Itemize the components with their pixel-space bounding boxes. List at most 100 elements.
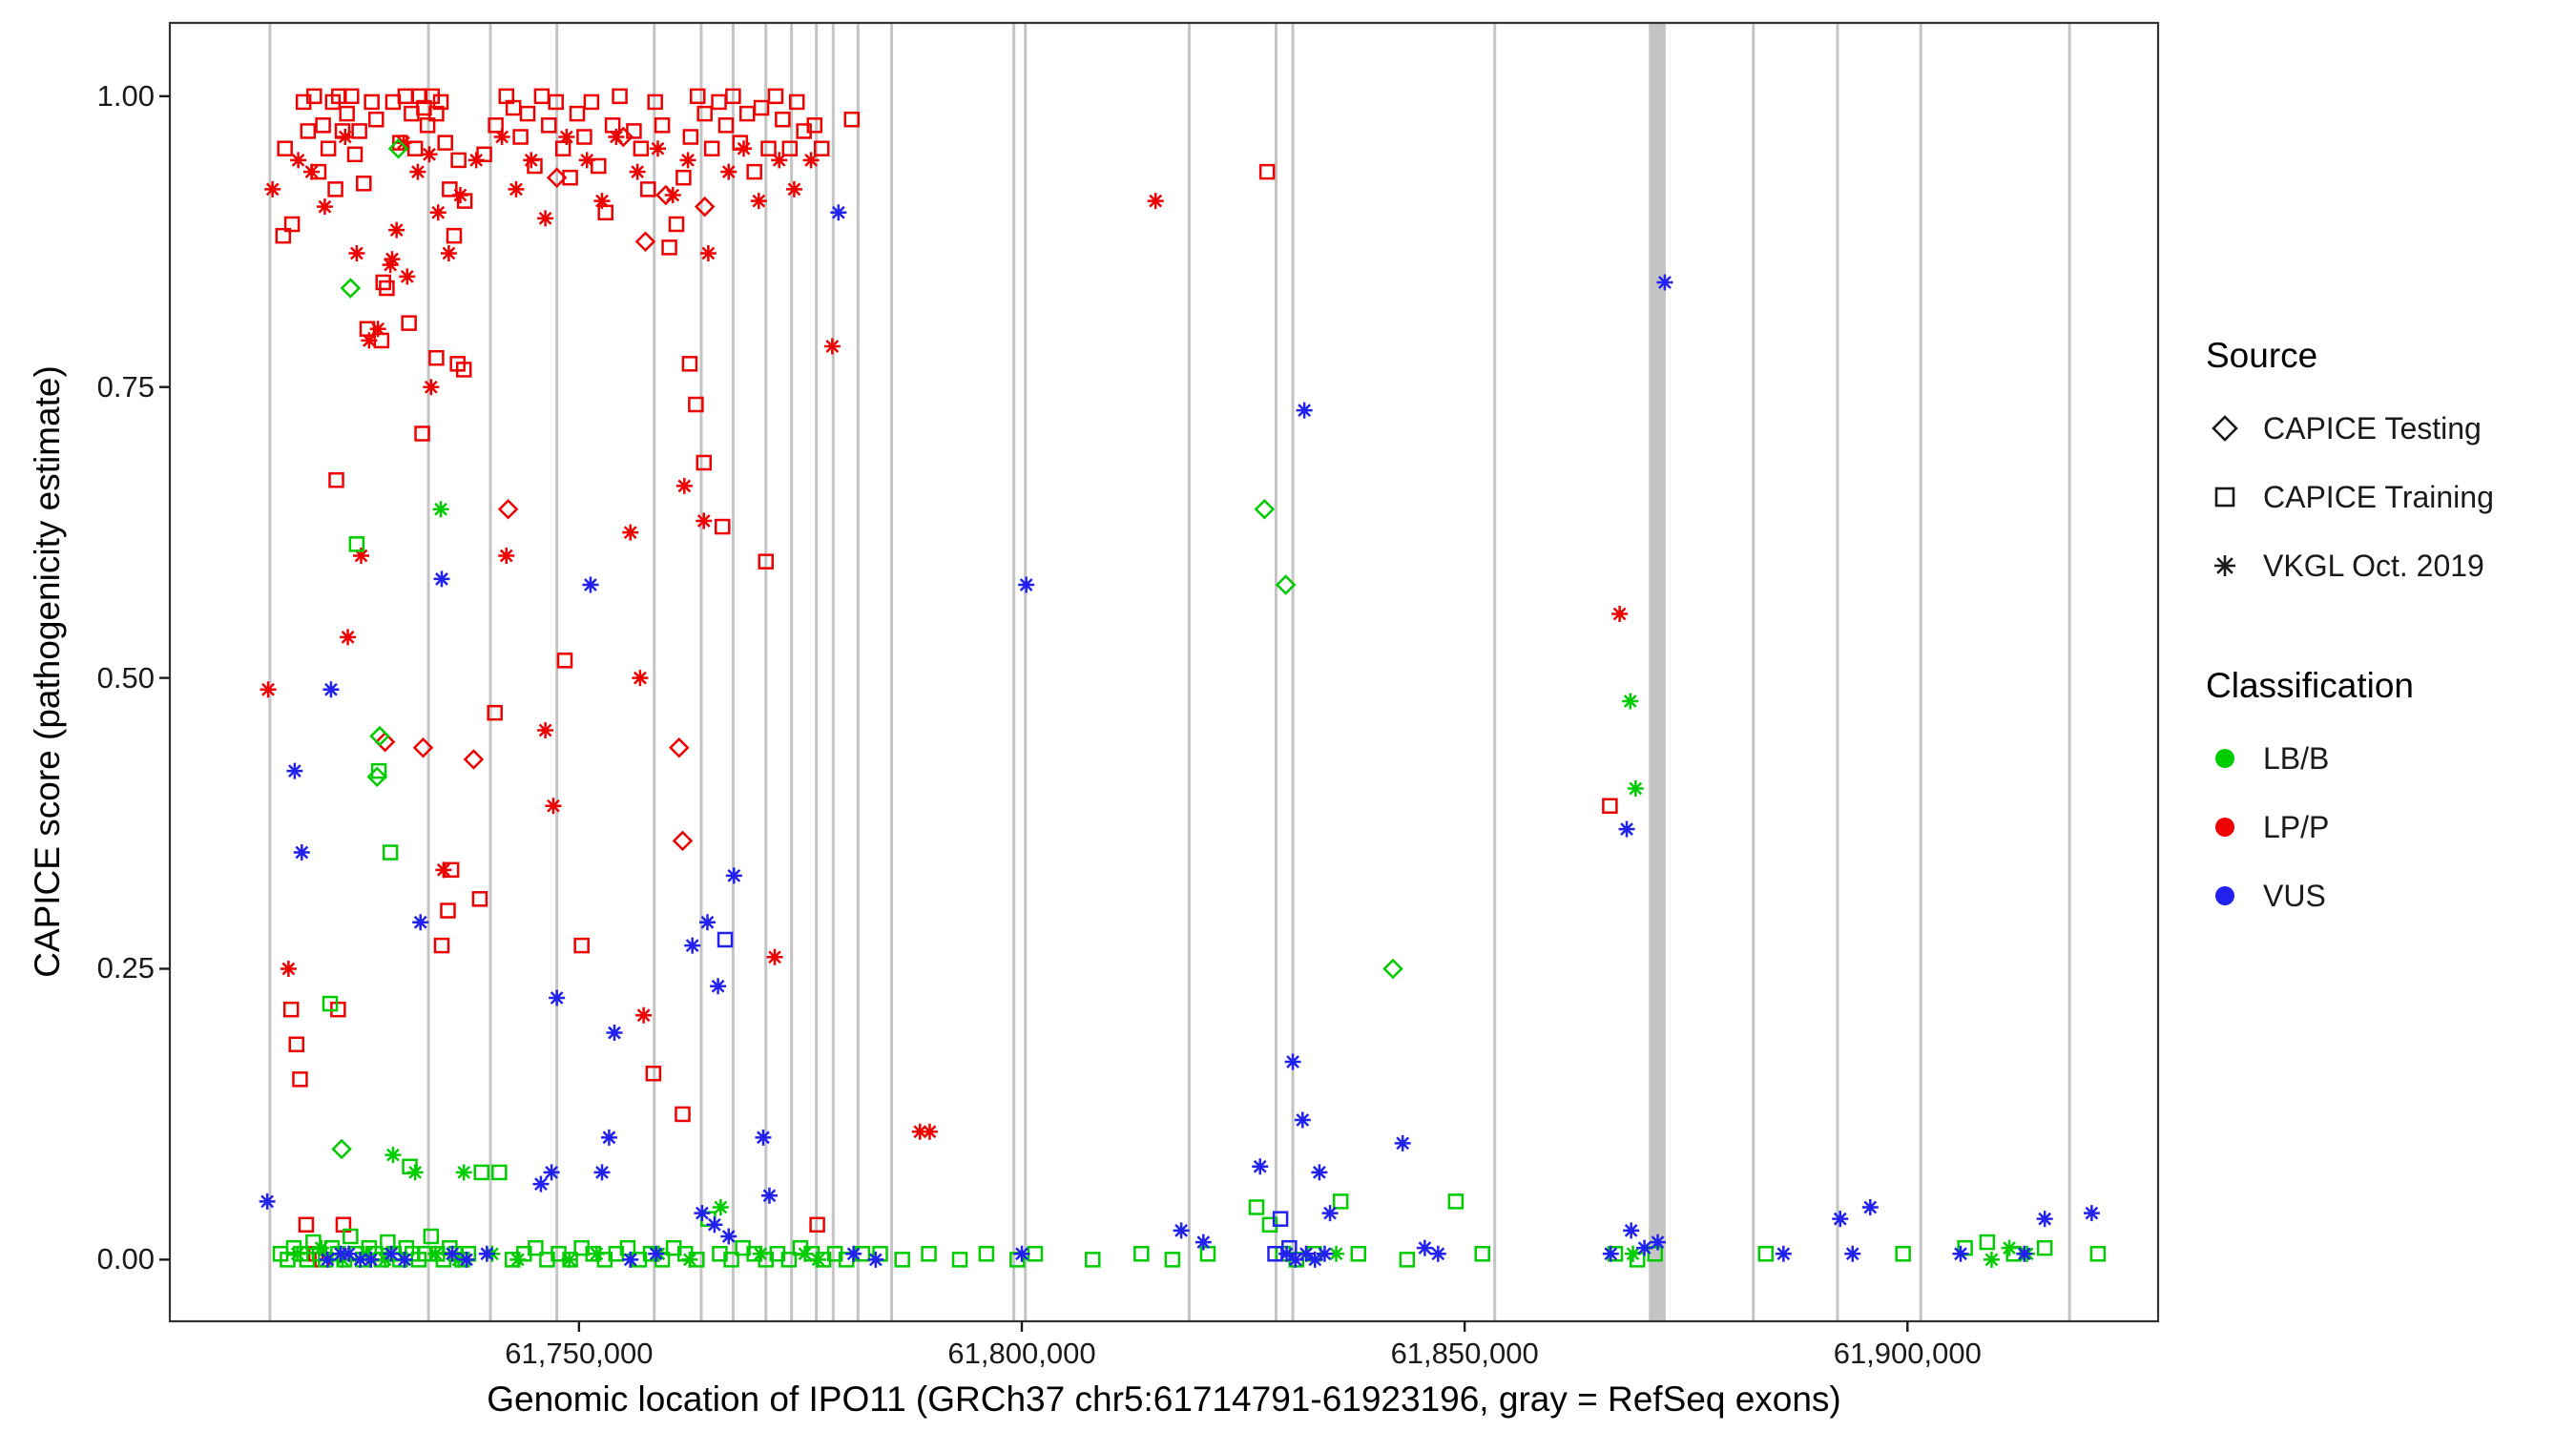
data-point-diamond	[331, 1138, 352, 1160]
data-point-square	[703, 140, 720, 156]
data-point-square	[612, 88, 628, 105]
data-point-asterisk	[493, 129, 510, 146]
data-point-asterisk	[509, 1251, 527, 1268]
data-point-asterisk	[537, 210, 554, 227]
data-point-square	[528, 1239, 544, 1256]
data-point-square	[433, 937, 450, 954]
data-point-asterisk	[1296, 402, 1313, 419]
data-point-asterisk	[1287, 1251, 1304, 1268]
data-point-asterisk	[458, 1251, 475, 1268]
data-point-asterisk	[712, 1198, 729, 1215]
data-point-square	[978, 1246, 995, 1262]
data-point-asterisk	[549, 989, 566, 1006]
data-point-asterisk	[455, 1164, 472, 1181]
data-point-square	[364, 93, 380, 111]
data-point-square	[661, 239, 677, 256]
y-tick-label: 0.25	[96, 951, 155, 985]
y-tick-label: 1.00	[96, 78, 155, 113]
data-point-square	[356, 176, 372, 192]
data-point-asterisk	[352, 1251, 369, 1268]
data-point-asterisk	[593, 193, 611, 210]
data-point-asterisk	[353, 548, 370, 565]
data-point-square	[428, 349, 445, 366]
data-point-square	[275, 227, 292, 244]
data-point-asterisk	[766, 948, 783, 965]
data-point-asterisk	[303, 163, 321, 180]
data-point-asterisk	[290, 152, 307, 169]
data-point-asterisk	[412, 914, 429, 931]
legend-item-vkgl: VKGL Oct. 2019	[2206, 542, 2568, 590]
data-point-asterisk	[399, 268, 416, 285]
data-point-square	[346, 146, 364, 163]
data-point-square	[519, 105, 536, 122]
data-point-asterisk	[260, 681, 277, 698]
data-point-square	[351, 123, 367, 139]
data-point-asterisk	[429, 204, 447, 221]
data-point-asterisk	[382, 257, 399, 274]
data-point-square	[541, 117, 557, 134]
data-point-diamond	[369, 725, 390, 747]
data-point-asterisk	[810, 1251, 827, 1268]
data-point-asterisk	[635, 1006, 653, 1024]
data-point-square	[322, 995, 339, 1012]
data-point-asterisk	[1627, 779, 1644, 797]
data-point-square	[339, 105, 355, 122]
data-point-square	[487, 704, 503, 721]
data-point-asterisk	[736, 140, 753, 157]
data-point-square	[723, 1252, 739, 1268]
data-point-square	[2089, 1246, 2107, 1262]
data-point-asterisk	[1284, 1053, 1301, 1070]
data-point-asterisk	[532, 1175, 550, 1192]
data-point-square	[2036, 1239, 2053, 1256]
data-point-square	[1474, 1246, 1490, 1262]
data-point-square	[696, 454, 713, 471]
data-point-square	[921, 1246, 937, 1262]
data-point-square	[619, 1239, 636, 1256]
data-point-square	[283, 216, 301, 233]
legend: Source CAPICE Testing CAPICE Training VK…	[2206, 336, 2568, 941]
data-point-asterisk	[830, 204, 847, 221]
data-point-square	[1258, 163, 1276, 180]
data-point-square	[573, 937, 590, 954]
data-point-asterisk	[921, 1123, 938, 1140]
data-point-asterisk	[648, 1245, 665, 1262]
data-point-square	[1248, 1199, 1265, 1215]
data-point-square	[1447, 1193, 1465, 1210]
data-point-square	[690, 88, 706, 105]
data-point-square	[767, 88, 784, 105]
data-point-asterisk	[681, 1251, 698, 1268]
data-point-square	[717, 117, 735, 134]
data-point-square	[288, 1036, 304, 1053]
data-point-diamond	[546, 167, 568, 188]
data-point-asterisk	[1252, 1158, 1269, 1175]
legend-item-label: CAPICE Testing	[2263, 410, 2482, 446]
data-point-asterisk	[1844, 1245, 1861, 1262]
data-point-square	[675, 1106, 691, 1123]
plot-panel-border	[168, 21, 2160, 1323]
data-point-asterisk	[1328, 1245, 1345, 1262]
data-point-asterisk	[467, 152, 485, 169]
vus-dot-icon	[2215, 886, 2234, 905]
data-point-square	[668, 216, 685, 233]
data-point-asterisk	[785, 180, 802, 197]
data-point-square	[813, 140, 830, 156]
legend-item-vus: VUS	[2206, 872, 2568, 920]
data-point-asterisk	[1983, 1251, 2000, 1268]
data-point-square	[647, 93, 663, 111]
data-point-asterisk	[340, 629, 357, 646]
data-point-square	[633, 140, 650, 156]
data-point-asterisk	[561, 1251, 578, 1268]
data-point-asterisk	[2016, 1245, 2033, 1262]
data-point-diamond	[412, 737, 434, 758]
data-point-square	[1647, 1246, 1663, 1262]
data-point-asterisk	[760, 1187, 778, 1204]
data-point-asterisk	[409, 163, 426, 180]
data-point-asterisk	[377, 1251, 394, 1268]
data-point-asterisk	[2001, 1239, 2018, 1256]
data-point-square	[432, 93, 449, 111]
data-point-asterisk	[388, 221, 405, 238]
data-point-asterisk	[593, 1164, 611, 1181]
x-tick-label: 61,750,000	[505, 1337, 654, 1370]
square-icon	[2214, 487, 2235, 508]
data-point-square	[780, 1252, 798, 1268]
